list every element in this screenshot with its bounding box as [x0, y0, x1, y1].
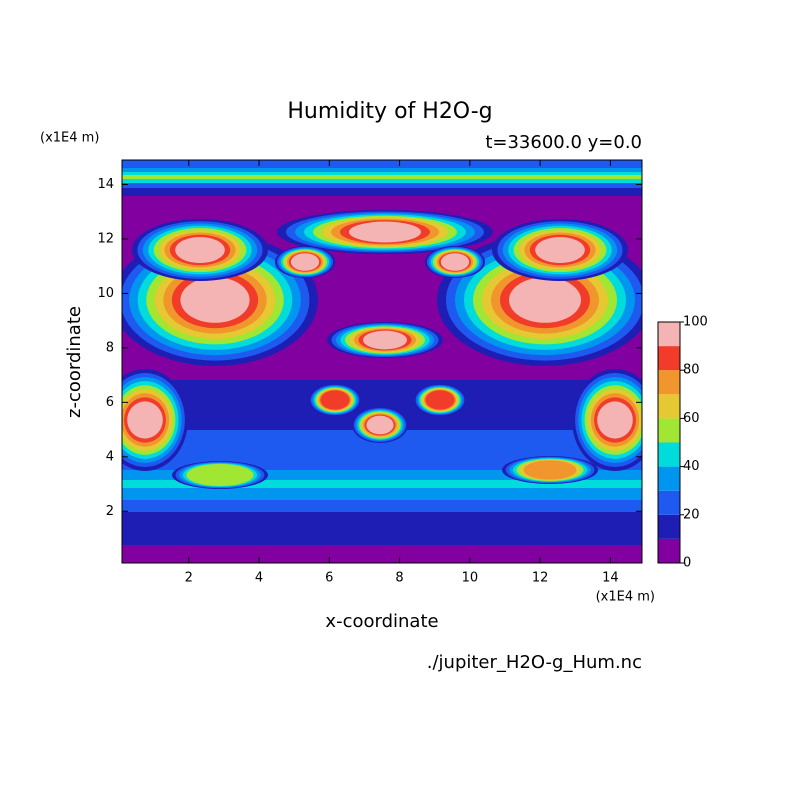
contour-region	[597, 401, 633, 439]
contour-region	[186, 463, 254, 487]
chart-title: Humidity of H2O-g	[287, 99, 492, 124]
contour-region	[122, 480, 642, 488]
contour-region	[122, 512, 642, 530]
colorbar-segment	[658, 538, 680, 563]
colorbar-segment	[658, 514, 680, 539]
contour-region	[366, 415, 394, 435]
contour-region	[122, 470, 642, 480]
colorbar-segment	[658, 418, 680, 443]
colorbar-segment	[658, 346, 680, 371]
contour-region	[122, 500, 642, 512]
x-tick-label: 2	[185, 571, 193, 586]
y-tick-label: 14	[97, 177, 114, 192]
contour-region	[290, 253, 320, 271]
contour-region	[122, 172, 642, 175]
contour-region	[425, 390, 455, 410]
y-tick-label: 4	[106, 449, 114, 464]
x-tick-label: 10	[462, 571, 479, 586]
contour-region	[122, 183, 642, 188]
contour-region	[535, 237, 585, 263]
y-tick-label: 6	[106, 395, 114, 410]
colorbar-tick-label: 80	[683, 363, 700, 378]
colorbar-segment	[658, 394, 680, 419]
y-tick-label: 2	[106, 504, 114, 519]
contour-region	[320, 390, 350, 410]
contour-region	[122, 168, 642, 172]
x-unit: (x1E4 m)	[596, 590, 655, 605]
contour-region	[122, 530, 642, 545]
contour-region	[523, 460, 577, 480]
contour-region	[127, 401, 163, 439]
contour-region	[363, 330, 407, 350]
contour-region	[180, 277, 250, 323]
x-tick-label: 12	[532, 571, 549, 586]
x-tick-label: 14	[602, 571, 619, 586]
contour-region	[440, 253, 470, 271]
plot-frame	[121, 159, 643, 564]
colorbar-tick-label: 20	[683, 507, 700, 522]
contour-region	[175, 237, 225, 263]
x-tick-label: 6	[325, 571, 333, 586]
x-tick-label: 4	[255, 571, 263, 586]
x-axis-label: x-coordinate	[325, 611, 438, 632]
colorbar-frame	[657, 321, 681, 564]
contour-region	[122, 188, 642, 196]
y-axis-label: z-coordinate	[64, 306, 85, 418]
source-label: ./jupiter_H2O-g_Hum.nc	[427, 652, 642, 673]
contour-region	[349, 221, 421, 243]
colorbar-segment	[658, 490, 680, 515]
x-tick-label: 8	[395, 571, 403, 586]
colorbar-segment	[658, 442, 680, 467]
y-tick-label: 8	[106, 340, 114, 355]
colorbar-segment	[658, 370, 680, 395]
colorbar-tick-label: 60	[683, 411, 700, 426]
y-unit: (x1E4 m)	[40, 131, 99, 146]
chart-subtitle: t=33600.0 y=0.0	[485, 132, 642, 153]
contour-region	[122, 488, 642, 500]
contour-region	[122, 179, 642, 183]
y-tick-label: 12	[97, 231, 114, 246]
colorbar-tick-label: 0	[683, 556, 691, 571]
colorbar-tick-label: 40	[683, 459, 700, 474]
colorbar-segment	[658, 322, 680, 347]
contour-region	[509, 277, 581, 323]
colorbar-tick-label: 100	[683, 315, 708, 330]
colorbar-segment	[658, 466, 680, 491]
contour-region	[122, 160, 642, 168]
contour-region	[122, 175, 642, 179]
contour-field	[122, 160, 642, 563]
y-tick-label: 10	[97, 286, 114, 301]
